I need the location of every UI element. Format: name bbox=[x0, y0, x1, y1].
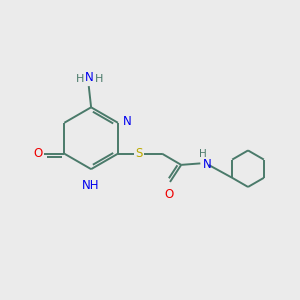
Text: O: O bbox=[33, 147, 43, 160]
Text: H: H bbox=[199, 149, 207, 159]
Text: N: N bbox=[203, 158, 212, 171]
Text: N: N bbox=[123, 115, 132, 128]
Text: S: S bbox=[135, 147, 143, 160]
Text: N: N bbox=[85, 71, 94, 84]
Text: H: H bbox=[76, 74, 85, 84]
Text: NH: NH bbox=[82, 178, 99, 192]
Text: H: H bbox=[95, 74, 103, 84]
Text: O: O bbox=[164, 188, 174, 201]
